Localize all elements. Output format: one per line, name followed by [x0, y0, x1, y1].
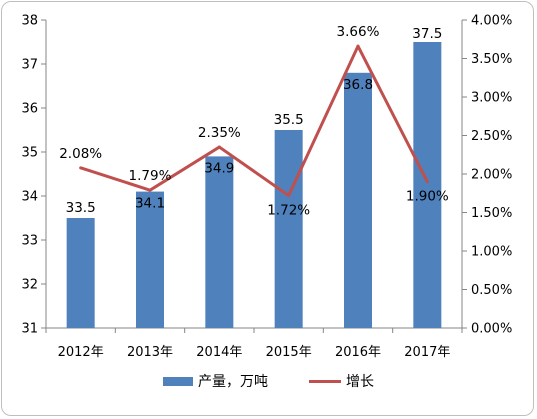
- y-left-tick-label: 35: [21, 146, 38, 161]
- y-left-tick-label: 31: [21, 322, 38, 337]
- x-tick-label: 2012年: [58, 345, 104, 360]
- legend-swatch-bar: [163, 377, 193, 386]
- line-value-label: 2.08%: [59, 146, 102, 162]
- line-point: [425, 180, 429, 184]
- line-series: [79, 44, 429, 198]
- y-left-tick-label: 34: [21, 190, 38, 205]
- y-left-tick-label: 32: [21, 278, 38, 293]
- axes: 31 32 33 34 35 36 37 38 0.00% 0.50% 1.00% 1.50% 2.00…: [21, 14, 512, 361]
- y-left-tick-label: 38: [21, 14, 38, 29]
- bar-value-label: 35.5: [274, 112, 304, 128]
- line-point: [356, 44, 360, 48]
- line-point: [287, 194, 291, 198]
- bar-series: [66, 42, 442, 328]
- y-right-tick-label: 2.50%: [471, 129, 512, 144]
- x-tick-label: 2015年: [266, 345, 312, 360]
- growth-line: [80, 44, 429, 198]
- legend-label-line: 增长: [346, 374, 374, 390]
- line-point: [79, 166, 83, 170]
- line-value-label: 3.66%: [337, 24, 380, 40]
- bar: [66, 218, 95, 328]
- y-right-tick-label: 1.00%: [471, 245, 512, 260]
- bar: [274, 130, 303, 328]
- line-point: [148, 188, 152, 192]
- line-value-label: 1.72%: [267, 203, 310, 219]
- legend: 产量，万吨 增长: [163, 374, 374, 390]
- y-left-tick-label: 37: [21, 58, 38, 73]
- bar-value-label: 36.8: [343, 77, 373, 93]
- line-value-label: 1.90%: [406, 189, 449, 205]
- y-right-tick-label: 3.50%: [471, 52, 512, 67]
- bar-value-label: 34.1: [135, 196, 165, 212]
- bar-value-label: 34.9: [204, 160, 234, 176]
- bar: [344, 72, 372, 328]
- y-left-tick-label: 33: [21, 234, 38, 249]
- y-right-tick-label: 0.50%: [471, 283, 512, 298]
- bar: [136, 191, 164, 328]
- y-left-tick-label: 36: [21, 102, 38, 117]
- y-right-tick-label: 2.00%: [471, 168, 512, 183]
- x-tick-label: 2016年: [335, 345, 381, 360]
- legend-label-bar: 产量，万吨: [198, 374, 268, 390]
- x-tick-label: 2013年: [127, 345, 173, 360]
- line-value-label: 2.35%: [198, 125, 241, 141]
- bar: [205, 156, 234, 328]
- y-right-tick-label: 1.50%: [471, 206, 512, 221]
- y-right-tick-label: 3.00%: [471, 91, 512, 106]
- line-value-label: 1.79%: [129, 168, 172, 184]
- x-tick-label: 2014年: [196, 345, 242, 360]
- bar-value-label: 37.5: [412, 26, 442, 42]
- y-right-tick-label: 4.00%: [471, 14, 512, 29]
- y-right-tick-label: 0.00%: [471, 322, 512, 337]
- x-tick-label: 2017年: [404, 345, 450, 360]
- line-point: [217, 145, 221, 149]
- bar-value-label: 33.5: [66, 200, 96, 216]
- data-labels: 33.5 34.1 34.9 35.5 36.8 37.5 2.08% 1.79% 2.35% 1…: [59, 24, 449, 218]
- bar: [413, 42, 442, 328]
